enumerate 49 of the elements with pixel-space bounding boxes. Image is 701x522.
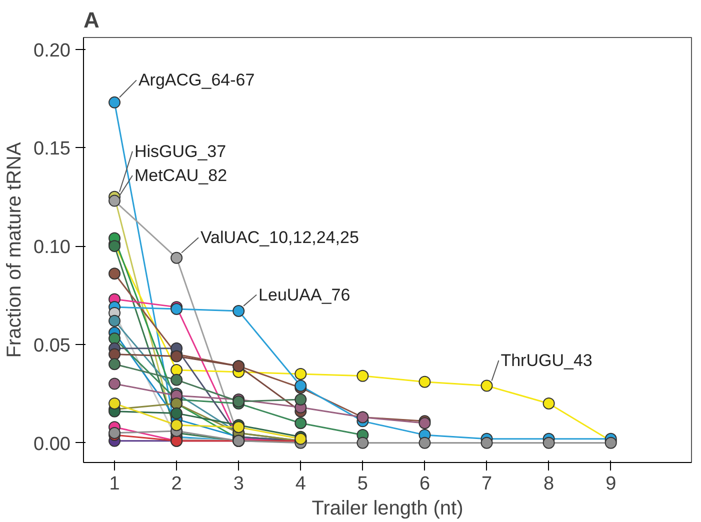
point — [108, 96, 121, 108]
y-axis-title: Fraction of mature tRNA — [4, 142, 26, 358]
point — [294, 417, 307, 430]
point — [418, 436, 431, 449]
point — [542, 436, 555, 449]
x-tick-label: 3 — [233, 474, 244, 494]
x-tick-label: 8 — [544, 474, 554, 494]
point — [170, 419, 183, 432]
point — [170, 252, 183, 264]
annotation: MetCAU_82 — [134, 166, 228, 186]
point — [108, 268, 121, 280]
point — [480, 436, 493, 449]
chart-title: A — [84, 8, 100, 32]
y-tick-label: 0.00 — [34, 434, 71, 455]
point — [170, 374, 183, 386]
y-tick-label: 0.10 — [34, 237, 71, 258]
point — [170, 407, 183, 420]
x-tick-label: 5 — [357, 474, 368, 494]
x-tick-label: 2 — [171, 474, 182, 494]
annotation: LeuUAA_76 — [258, 285, 350, 304]
annotation: ArgACG_64-67 — [138, 70, 255, 90]
point — [108, 358, 121, 370]
x-tick-label: 4 — [295, 474, 306, 494]
y-tick-label: 0.20 — [34, 40, 71, 62]
annotation: HisGUG_37 — [134, 142, 226, 161]
x-tick-label: 9 — [606, 474, 616, 494]
point — [418, 376, 431, 388]
point — [108, 348, 121, 360]
point — [170, 364, 183, 376]
x-axis-title: Trailer length (nt) — [312, 498, 464, 520]
point — [108, 397, 121, 410]
point — [232, 305, 245, 317]
point — [480, 380, 493, 392]
point — [356, 436, 369, 449]
point — [108, 378, 121, 390]
annotation: ThrUGU_43 — [500, 350, 592, 370]
annotation: ValUAC_10,12,24,25 — [200, 228, 359, 248]
y-tick-label: 0.15 — [34, 138, 71, 160]
x-tick-label: 6 — [419, 474, 430, 494]
point — [294, 394, 307, 406]
point — [108, 332, 121, 345]
point — [542, 397, 555, 410]
point — [356, 370, 369, 382]
point — [108, 314, 121, 327]
point — [108, 194, 121, 207]
x-tick-label: 1 — [109, 474, 120, 494]
point — [294, 368, 307, 380]
x-tick-label: 7 — [481, 474, 492, 494]
y-tick-label: 0.05 — [34, 335, 71, 356]
